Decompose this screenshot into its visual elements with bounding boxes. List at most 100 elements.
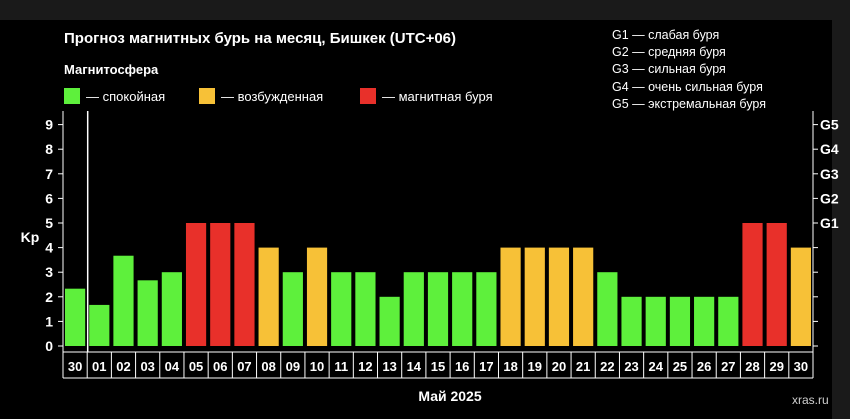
bar-7 [234, 223, 255, 346]
x-tick-label-12: 12 [358, 359, 372, 374]
bar-9 [282, 272, 303, 346]
bar-2 [113, 255, 134, 346]
bar-11 [331, 272, 352, 346]
legend-swatch-quiet [64, 88, 80, 104]
y-tick-label-1: 1 [45, 313, 53, 329]
bar-29 [766, 223, 787, 346]
legend-label-active: — возбужденная [221, 88, 324, 104]
storm-legend-g3: G3 — сильная буря [612, 62, 726, 77]
bar-24 [645, 296, 666, 346]
x-tick-label-8: 08 [261, 359, 275, 374]
storm-legend-g5: G5 — экстремальная буря [612, 96, 767, 111]
legend-label-storm: — магнитная буря [382, 88, 493, 104]
y-tick-label-4: 4 [45, 240, 53, 256]
storm-legend-g1: G1 — слабая буря [612, 28, 720, 42]
x-tick-label-0: 30 [68, 359, 82, 374]
bar-30 [790, 247, 811, 346]
chart-panel [10, 20, 832, 412]
x-tick-label-30: 30 [794, 359, 808, 374]
storm-legend-g2: G2 — средняя буря [612, 45, 726, 60]
bar-23 [621, 296, 642, 346]
bar-4 [161, 272, 182, 346]
x-tick-label-21: 21 [576, 359, 590, 374]
chart-title: Прогноз магнитных бурь на месяц, Бишкек … [64, 30, 457, 47]
legend-item-active: — возбужденная [199, 88, 323, 104]
x-tick-label-23: 23 [624, 359, 638, 374]
storm-level-label-g2: G2 [820, 190, 839, 206]
bar-15 [427, 272, 449, 346]
x-tick-label-6: 06 [213, 359, 227, 374]
bar-19 [524, 247, 545, 346]
x-axis-label: Май 2025 [418, 388, 481, 404]
bar-12 [355, 272, 376, 346]
x-tick-label-5: 05 [189, 359, 203, 374]
storm-level-label-g4: G4 [820, 141, 839, 157]
x-tick-label-11: 11 [334, 359, 348, 374]
storm-legend-g4: G4 — очень сильная буря [612, 79, 763, 94]
magnetosphere-title: Магнитосфера [64, 62, 159, 77]
y-tick-label-5: 5 [45, 215, 53, 231]
x-tick-label-26: 26 [697, 359, 711, 374]
bar-14 [403, 272, 424, 346]
storm-level-label-g3: G3 [820, 166, 839, 182]
x-tick-label-14: 14 [407, 359, 422, 374]
x-tick-label-17: 17 [479, 359, 493, 374]
bar-0 [65, 288, 86, 346]
x-tick-label-13: 13 [382, 359, 396, 374]
x-tick-label-15: 15 [431, 359, 445, 374]
x-tick-label-10: 10 [310, 359, 324, 374]
bar-3 [137, 280, 158, 346]
y-tick-label-9: 9 [45, 117, 53, 133]
x-tick-label-28: 28 [745, 359, 759, 374]
x-tick-label-20: 20 [552, 359, 566, 374]
x-tick-label-18: 18 [503, 359, 517, 374]
bar-25 [669, 296, 691, 346]
bar-13 [379, 296, 400, 346]
y-tick-label-3: 3 [45, 264, 53, 280]
x-tick-label-2: 02 [116, 359, 130, 374]
legend-item-quiet: — спокойная [64, 88, 165, 104]
bar-18 [500, 247, 521, 346]
storm-level-legend: G1 — слабая буря G2 — средняя буря G3 — … [612, 27, 766, 113]
bar-17 [476, 272, 497, 346]
bar-1 [89, 304, 110, 346]
y-tick-label-2: 2 [45, 289, 53, 305]
x-tick-label-22: 22 [600, 359, 614, 374]
bar-5 [185, 223, 207, 346]
legend-swatch-storm [360, 88, 376, 104]
x-tick-label-29: 29 [769, 359, 783, 374]
x-tick-label-9: 09 [286, 359, 300, 374]
legend-item-storm: — магнитная буря [360, 88, 493, 104]
y-tick-label-0: 0 [45, 338, 53, 354]
watermark: xras.ru [792, 393, 829, 407]
bar-22 [597, 272, 618, 346]
bar-21 [573, 247, 594, 346]
x-tick-label-16: 16 [455, 359, 469, 374]
x-tick-label-19: 19 [528, 359, 542, 374]
bar-16 [452, 272, 473, 346]
legend-swatch-active [199, 88, 215, 104]
bar-20 [548, 247, 570, 346]
x-tick-label-1: 01 [92, 359, 106, 374]
bar-27 [718, 296, 739, 346]
bar-10 [306, 247, 328, 346]
bar-28 [742, 223, 763, 346]
storm-level-label-g5: G5 [820, 117, 839, 133]
bar-6 [210, 223, 231, 346]
bar-26 [694, 296, 715, 346]
bar-8 [258, 247, 279, 346]
x-tick-label-7: 07 [237, 359, 251, 374]
y-tick-label-7: 7 [45, 166, 53, 182]
legend-label-quiet: — спокойная [86, 88, 166, 104]
y-tick-label-8: 8 [45, 141, 53, 157]
x-tick-label-3: 03 [140, 359, 154, 374]
x-tick-label-4: 04 [165, 359, 180, 374]
y-axis-label: Kp [21, 229, 40, 245]
y-tick-label-6: 6 [45, 190, 53, 206]
x-tick-label-24: 24 [649, 359, 664, 374]
x-tick-label-27: 27 [721, 359, 735, 374]
top-band [0, 0, 850, 20]
x-tick-label-25: 25 [673, 359, 687, 374]
right-band [832, 0, 850, 419]
